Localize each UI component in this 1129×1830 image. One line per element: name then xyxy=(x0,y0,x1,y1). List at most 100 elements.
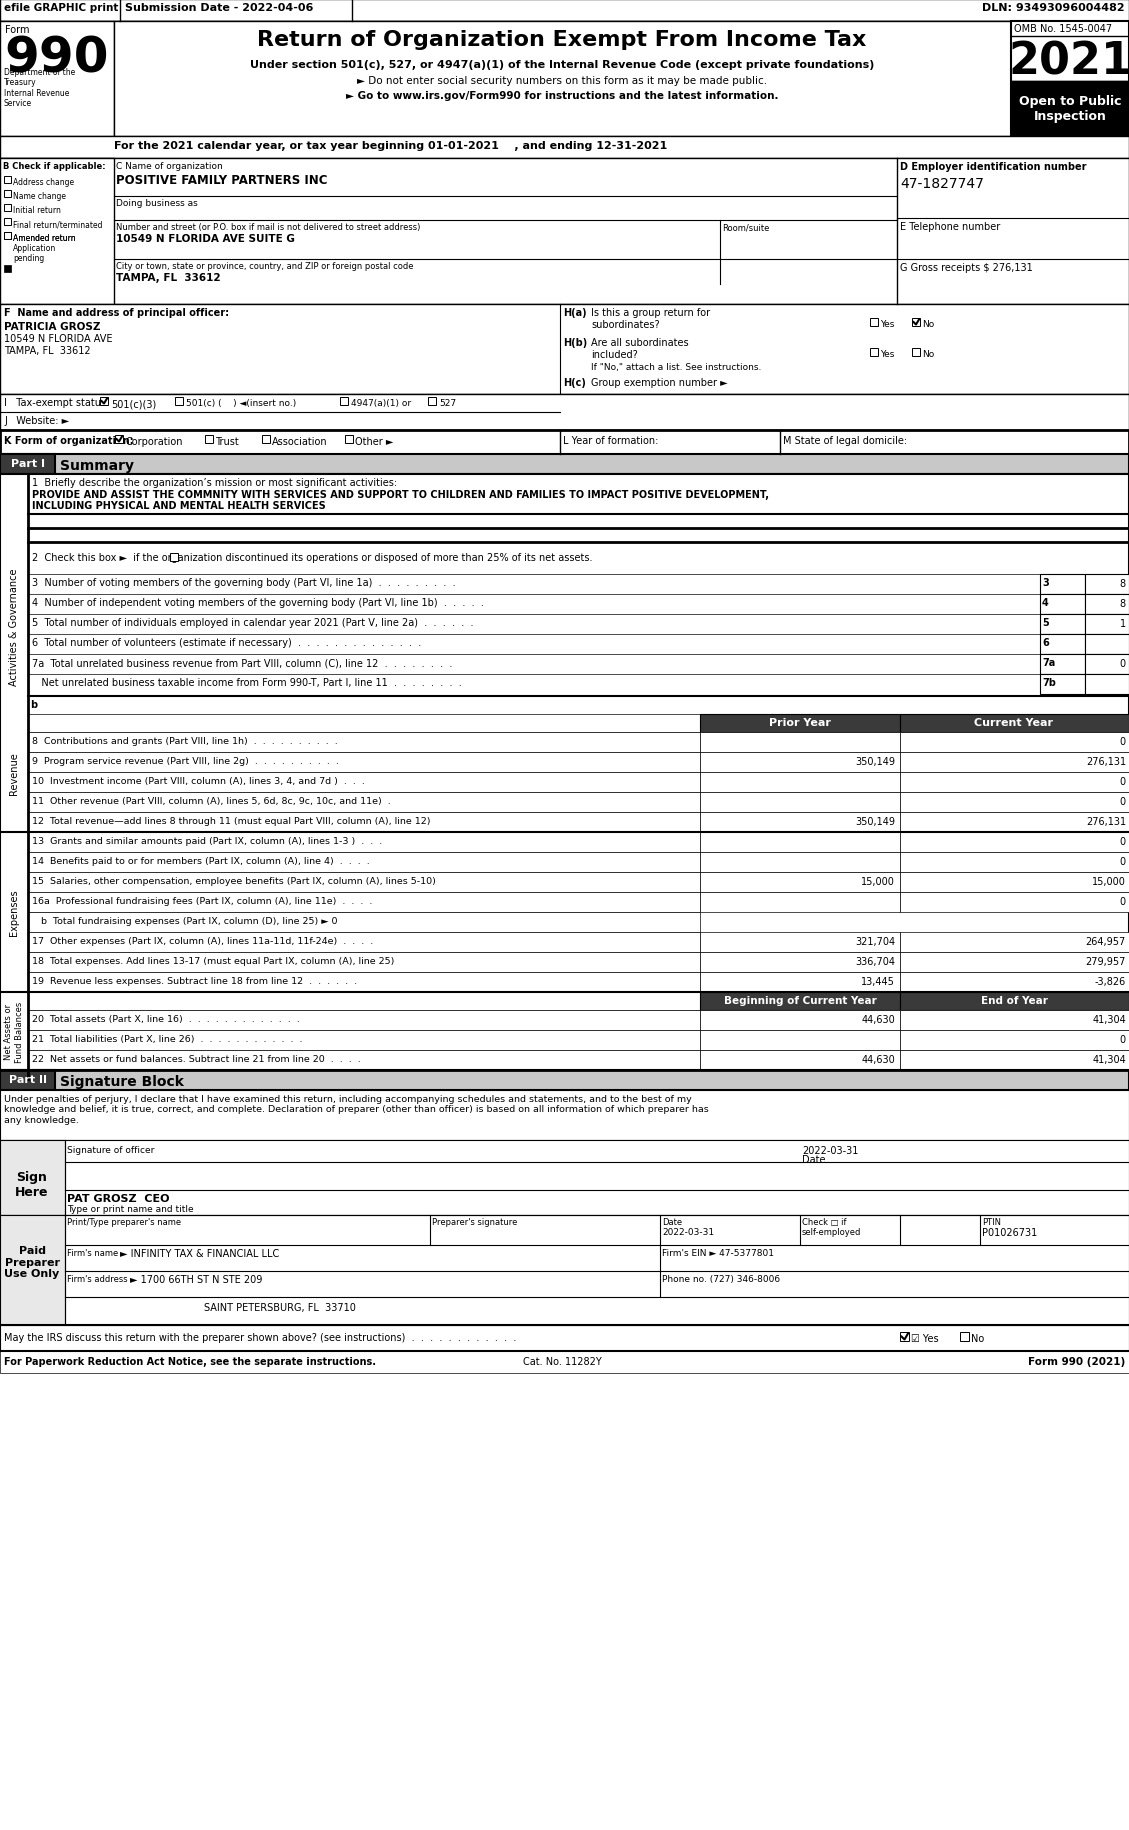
Bar xyxy=(900,1030,1129,1050)
Text: F  Name and address of principal officer:: F Name and address of principal officer: xyxy=(5,307,229,318)
Bar xyxy=(115,436,123,443)
Text: Phone no. (727) 346-8006: Phone no. (727) 346-8006 xyxy=(662,1274,780,1283)
Text: G Gross receipts $ 276,131: G Gross receipts $ 276,131 xyxy=(900,264,1033,273)
Bar xyxy=(700,714,900,732)
Bar xyxy=(700,833,900,853)
Text: Return of Organization Exempt From Income Tax: Return of Organization Exempt From Incom… xyxy=(257,29,867,49)
Bar xyxy=(0,430,1129,454)
Bar xyxy=(28,893,700,913)
Bar xyxy=(28,1010,700,1030)
Text: Submission Date - 2022-04-06: Submission Date - 2022-04-06 xyxy=(125,4,314,13)
Bar xyxy=(900,752,1129,772)
Bar xyxy=(960,1332,969,1341)
Text: 15,000: 15,000 xyxy=(1092,877,1126,886)
Text: Department of the
Treasury
Internal Revenue
Service: Department of the Treasury Internal Reve… xyxy=(5,68,76,108)
Text: INCLUDING PHYSICAL AND MENTAL HEALTH SERVICES: INCLUDING PHYSICAL AND MENTAL HEALTH SER… xyxy=(32,501,326,511)
Bar xyxy=(1085,675,1129,695)
Text: Print/Type preparer's name: Print/Type preparer's name xyxy=(67,1217,181,1226)
Bar xyxy=(900,952,1129,972)
Text: efile GRAPHIC print: efile GRAPHIC print xyxy=(5,4,119,13)
Bar xyxy=(1085,575,1129,595)
Text: Summary: Summary xyxy=(60,459,134,472)
Text: Part I: Part I xyxy=(11,459,45,468)
Text: K Form of organization:: K Form of organization: xyxy=(5,436,133,447)
Bar xyxy=(0,1215,65,1325)
Text: Expenses: Expenses xyxy=(9,889,19,935)
Text: Association: Association xyxy=(272,437,327,447)
Text: -3,826: -3,826 xyxy=(1095,977,1126,986)
Text: Under penalties of perjury, I declare that I have examined this return, includin: Under penalties of perjury, I declare th… xyxy=(5,1094,709,1124)
Bar xyxy=(114,22,1010,137)
Text: 276,131: 276,131 xyxy=(1086,816,1126,827)
Text: 0: 0 xyxy=(1120,897,1126,906)
Bar xyxy=(0,0,1129,22)
Text: Firm's EIN ► 47-5377801: Firm's EIN ► 47-5377801 xyxy=(662,1248,774,1257)
Text: Open to Public
Inspection: Open to Public Inspection xyxy=(1018,95,1121,123)
Bar xyxy=(700,992,900,1010)
Text: If "No," attach a list. See instructions.: If "No," attach a list. See instructions… xyxy=(590,362,761,371)
Bar xyxy=(5,232,11,240)
Text: 10  Investment income (Part VIII, column (A), lines 3, 4, and 7d )  .  .  .: 10 Investment income (Part VIII, column … xyxy=(32,776,365,785)
Text: P01026731: P01026731 xyxy=(982,1228,1038,1237)
Text: 0: 0 xyxy=(1120,796,1126,807)
Text: 21  Total liabilities (Part X, line 26)  .  .  .  .  .  .  .  .  .  .  .  .: 21 Total liabilities (Part X, line 26) .… xyxy=(32,1034,303,1043)
Text: 11  Other revenue (Part VIII, column (A), lines 5, 6d, 8c, 9c, 10c, and 11e)  .: 11 Other revenue (Part VIII, column (A),… xyxy=(32,796,391,805)
Bar xyxy=(912,350,920,357)
Text: 1  Briefly describe the organization’s mission or most significant activities:: 1 Briefly describe the organization’s mi… xyxy=(32,478,397,489)
Text: 0: 0 xyxy=(1120,836,1126,847)
Bar xyxy=(0,1071,55,1091)
Bar xyxy=(1085,635,1129,655)
Bar xyxy=(0,22,1129,137)
Text: Amended return: Amended return xyxy=(14,234,76,243)
Text: POSITIVE FAMILY PARTNERS INC: POSITIVE FAMILY PARTNERS INC xyxy=(116,174,327,187)
Text: 2022-03-31: 2022-03-31 xyxy=(802,1146,858,1155)
Text: Final return/terminated: Final return/terminated xyxy=(14,220,103,229)
Text: Amended return: Amended return xyxy=(14,234,76,243)
Bar xyxy=(0,22,114,137)
Text: 3: 3 xyxy=(1042,578,1049,587)
Text: Signature Block: Signature Block xyxy=(60,1074,184,1089)
Bar xyxy=(0,1091,1129,1140)
Text: Under section 501(c), 527, or 4947(a)(1) of the Internal Revenue Code (except pr: Under section 501(c), 527, or 4947(a)(1)… xyxy=(250,60,874,70)
Bar xyxy=(1085,615,1129,635)
Text: 0: 0 xyxy=(1120,659,1126,668)
Bar xyxy=(28,772,700,792)
Bar xyxy=(0,137,1129,159)
Text: 501(c)(3): 501(c)(3) xyxy=(111,399,156,408)
Text: H(b): H(b) xyxy=(563,339,587,348)
Bar xyxy=(28,813,700,833)
Bar xyxy=(262,436,270,443)
Text: 20  Total assets (Part X, line 16)  .  .  .  .  .  .  .  .  .  .  .  .  .: 20 Total assets (Part X, line 16) . . . … xyxy=(32,1014,300,1023)
Bar xyxy=(28,933,700,952)
Text: PATRICIA GROSZ: PATRICIA GROSZ xyxy=(5,322,100,331)
Text: I   Tax-exempt status:: I Tax-exempt status: xyxy=(5,397,110,408)
Bar xyxy=(1085,595,1129,615)
Text: D Employer identification number: D Employer identification number xyxy=(900,161,1086,172)
Text: Yes: Yes xyxy=(879,320,894,329)
Bar xyxy=(900,1332,909,1341)
Bar xyxy=(700,873,900,893)
Text: End of Year: End of Year xyxy=(981,996,1048,1005)
Text: Room/suite: Room/suite xyxy=(723,223,769,232)
Text: Prior Year: Prior Year xyxy=(769,717,831,728)
Text: 22  Net assets or fund balances. Subtract line 21 from line 20  .  .  .  .: 22 Net assets or fund balances. Subtract… xyxy=(32,1054,361,1063)
Bar xyxy=(900,1050,1129,1071)
Bar xyxy=(0,159,114,306)
Bar xyxy=(28,732,700,752)
Text: Beginning of Current Year: Beginning of Current Year xyxy=(724,996,876,1005)
Text: 0: 0 xyxy=(1120,737,1126,747)
Bar xyxy=(900,833,1129,853)
Bar xyxy=(900,772,1129,792)
Text: 41,304: 41,304 xyxy=(1092,1054,1126,1065)
Bar xyxy=(1040,675,1085,695)
Text: Yes: Yes xyxy=(879,350,894,359)
Text: J   Website: ►: J Website: ► xyxy=(5,415,69,426)
Text: Firm's address: Firm's address xyxy=(67,1274,128,1283)
Text: ► 1700 66TH ST N STE 209: ► 1700 66TH ST N STE 209 xyxy=(130,1274,262,1285)
Bar xyxy=(1040,615,1085,635)
Text: E Telephone number: E Telephone number xyxy=(900,221,1000,232)
Text: H(c): H(c) xyxy=(563,377,586,388)
Bar xyxy=(900,853,1129,873)
Text: Part II: Part II xyxy=(9,1074,47,1085)
Text: 0: 0 xyxy=(1120,776,1126,787)
